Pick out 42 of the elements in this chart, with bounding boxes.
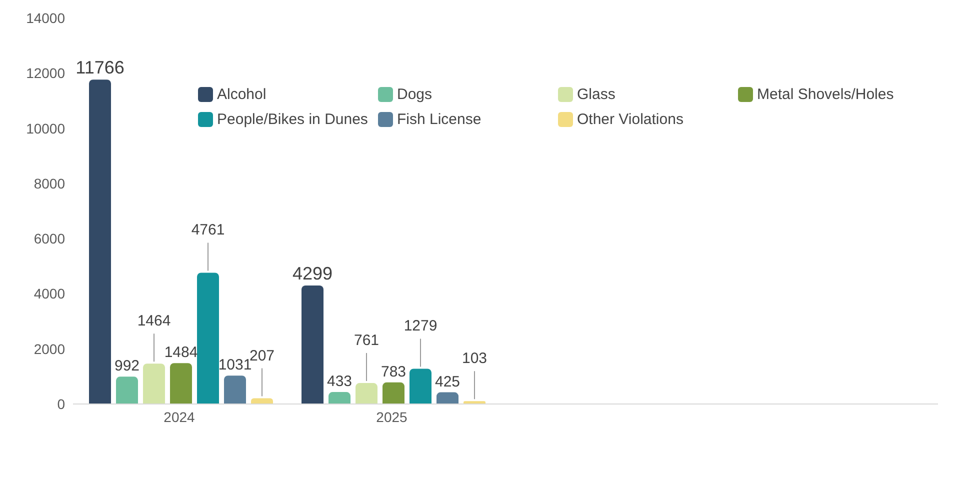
data-label: 207	[249, 347, 275, 364]
data-label: 4299	[292, 263, 333, 284]
bar	[170, 363, 192, 404]
legend-label: People/Bikes in Dunes	[217, 111, 368, 128]
y-tick-label: 8000	[34, 175, 66, 192]
y-tick-label: 0	[57, 396, 66, 412]
y-tick-label: 12000	[26, 65, 66, 82]
bar	[197, 272, 219, 404]
data-label: 4761	[191, 222, 225, 239]
legend-label: Other Violations	[577, 111, 684, 128]
data-label: 1279	[404, 318, 438, 335]
data-label: 761	[354, 332, 380, 350]
bar	[116, 376, 138, 404]
data-label: 992	[114, 358, 140, 375]
bar	[382, 382, 404, 404]
data-label: 783	[380, 363, 406, 380]
x-tick-label: 2024	[164, 408, 196, 425]
x-tick-label: 2025	[376, 408, 408, 425]
legend-label: Alcohol	[217, 86, 266, 103]
bar	[356, 383, 378, 404]
bar	[436, 392, 458, 404]
bar	[328, 392, 350, 404]
y-tick-label: 6000	[34, 230, 66, 247]
legend-label: Dogs	[397, 86, 432, 103]
y-tick-label: 14000	[26, 10, 66, 26]
legend-label: Metal Shovels/Holes	[757, 86, 894, 103]
legend-label: Glass	[577, 86, 616, 103]
bar	[143, 364, 165, 404]
data-label: 103	[462, 350, 488, 368]
bar	[224, 376, 246, 404]
y-tick-label: 4000	[34, 286, 66, 302]
bar	[410, 368, 432, 404]
data-label: 1464	[137, 312, 171, 330]
data-label: 11766	[76, 58, 124, 78]
bar	[89, 80, 111, 404]
data-label: 1031	[218, 356, 252, 374]
data-label: 425	[434, 373, 460, 390]
legend-label: Fish License	[397, 111, 482, 128]
bar	[302, 285, 324, 404]
y-tick-label: 2000	[34, 340, 66, 357]
data-label: 433	[326, 373, 352, 390]
y-tick-label: 10000	[26, 120, 66, 136]
